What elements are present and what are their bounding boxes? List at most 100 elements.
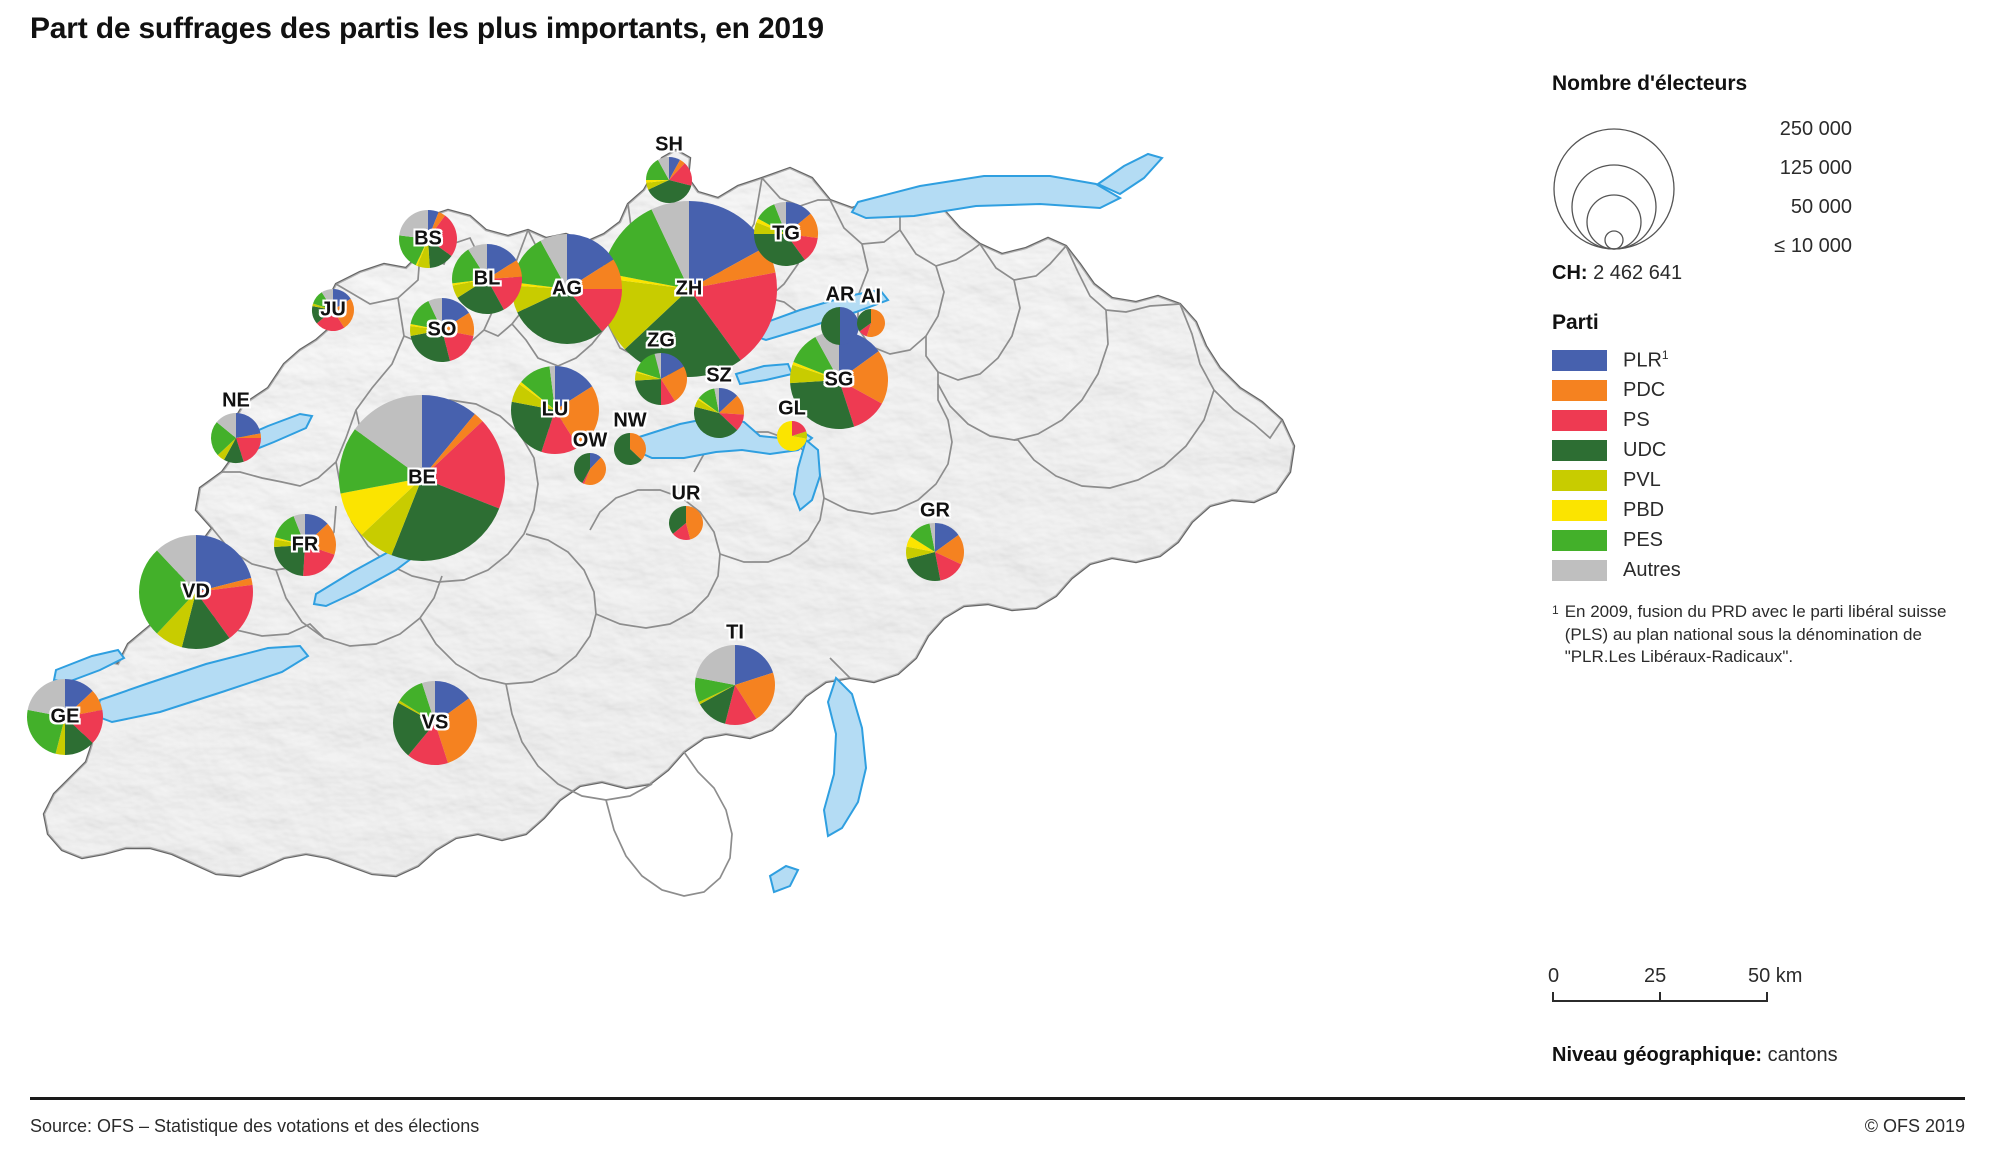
pie-slice-gl-pbd <box>777 421 807 451</box>
scale-bar-group: 0 25 50 km <box>1548 965 1852 1003</box>
pie-slice-ge-autres <box>27 679 65 717</box>
pie-chart-ne[interactable] <box>209 411 263 465</box>
pie-slice-gr-udc <box>906 552 941 581</box>
pie-slice-sg-pvl <box>790 364 839 384</box>
page-title: Part de suffrages des partis les plus im… <box>30 12 824 45</box>
pie-slice-so-autres <box>428 298 442 330</box>
pie-slice-ti-pvl <box>698 685 735 705</box>
pie-slice-vd-pvl <box>156 592 196 648</box>
pie-chart-ai[interactable] <box>855 307 887 339</box>
pie-chart-vd[interactable] <box>137 533 255 651</box>
pie-slice-be-pbd <box>340 478 422 535</box>
pie-chart-nw[interactable] <box>612 431 648 467</box>
pie-slice-sg-pbd <box>792 361 839 380</box>
pie-chart-sg[interactable] <box>788 329 890 431</box>
pie-slice-bl-ps <box>487 276 522 310</box>
pie-chart-zg[interactable] <box>633 351 689 407</box>
pie-slice-gr-pbd <box>906 536 935 552</box>
pie-slice-ur-ps <box>672 523 691 540</box>
pie-slice-ag-pvl <box>512 285 567 313</box>
pie-slice-zh-autres <box>651 201 689 289</box>
pie-chart-ow[interactable] <box>572 451 608 487</box>
pie-chart-sh[interactable] <box>644 155 694 205</box>
pie-slice-ge-pes <box>27 709 65 754</box>
source-text: Source: OFS – Statistique des votations … <box>30 1116 480 1136</box>
pie-slice-lu-pdc <box>555 386 599 448</box>
pie-slice-ge-ps <box>65 709 103 744</box>
pie-slice-so-pdc <box>442 312 474 336</box>
copyright-text: © OFS 2019 <box>1864 1116 1965 1136</box>
party-label-plr: PLR1 <box>1623 347 1669 372</box>
pie-slice-gr-pes <box>910 523 935 552</box>
pie-chart-gr[interactable] <box>904 521 966 583</box>
party-swatch-ps <box>1552 409 1607 431</box>
pie-chart-be[interactable] <box>337 393 507 563</box>
pie-chart-bs[interactable] <box>397 208 459 270</box>
party-legend-item-ps[interactable]: PS <box>1552 405 1972 435</box>
party-legend-item-pvl[interactable]: PVL <box>1552 465 1972 495</box>
pie-slice-ne-autres <box>216 413 236 438</box>
pie-slice-tg-pdc <box>786 213 818 239</box>
party-swatch-udc <box>1552 439 1607 461</box>
footnote-text: En 2009, fusion du PRD avec le parti lib… <box>1564 602 1947 667</box>
party-swatch-pbd <box>1552 499 1607 521</box>
pie-chart-ur[interactable] <box>667 504 705 542</box>
pie-slice-sz-udc <box>694 406 738 438</box>
pie-slice-sh-pes <box>646 159 669 180</box>
pie-chart-gl[interactable] <box>775 419 809 453</box>
pie-slice-ju-autres <box>321 289 333 310</box>
pie-slice-so-plr <box>442 298 470 330</box>
pie-slice-bs-pvl <box>417 239 430 268</box>
pie-chart-sz[interactable] <box>692 386 746 440</box>
party-legend-item-autres[interactable]: Autres <box>1552 555 1972 585</box>
lake-geneva <box>94 644 310 724</box>
pie-slice-bs-ps <box>428 215 457 257</box>
pie-slice-vs-pdc <box>435 698 477 763</box>
pie-slice-so-pes <box>410 301 442 330</box>
pie-chart-lu[interactable] <box>509 364 601 456</box>
voters-size-legend: 250 000 125 000 50 000 ≤ 10 000 <box>1552 106 1972 257</box>
pie-chart-ju[interactable] <box>310 287 356 333</box>
party-legend-item-plr[interactable]: PLR1 <box>1552 345 1972 375</box>
pie-slice-ow-ps <box>582 469 590 484</box>
pie-slice-vs-plr <box>435 681 469 723</box>
pie-slice-sg-plr <box>839 331 879 380</box>
pie-chart-ar[interactable] <box>819 305 861 347</box>
pie-slice-bl-plr <box>487 244 517 279</box>
pie-chart-ti[interactable] <box>693 643 777 727</box>
pie-slice-zh-pes <box>602 209 689 289</box>
pie-slice-lu-pbd <box>519 381 555 410</box>
pie-chart-ge[interactable] <box>25 677 105 757</box>
pie-slice-sh-autres <box>657 157 669 180</box>
pie-slice-zh-pbd <box>601 272 689 289</box>
pie-slice-ne-pdc <box>236 433 261 438</box>
pie-slice-bs-udc <box>428 239 452 268</box>
pie-slice-fr-pbd <box>274 537 305 545</box>
pie-slice-vd-pdc <box>196 577 253 592</box>
pie-slice-ne-plr <box>236 413 261 438</box>
pie-slice-gr-pvl <box>906 546 935 560</box>
pie-chart-so[interactable] <box>408 296 476 364</box>
pie-chart-ag[interactable] <box>510 232 624 346</box>
party-legend-item-pbd[interactable]: PBD <box>1552 495 1972 525</box>
pie-slice-zh-plr <box>689 201 767 289</box>
lake-maggiore-lugano <box>822 676 868 838</box>
pie-slice-bs-pbd <box>415 239 428 266</box>
pie-chart-bl[interactable] <box>450 242 524 316</box>
party-legend-item-pdc[interactable]: PDC <box>1552 375 1972 405</box>
footnote: 1 En 2009, fusion du PRD avec le parti l… <box>1552 601 1972 669</box>
pie-slice-so-ps <box>442 330 474 361</box>
pie-slice-be-plr <box>422 395 475 478</box>
party-label-ps: PS <box>1623 408 1650 431</box>
party-legend-item-pes[interactable]: PES <box>1552 525 1972 555</box>
pie-chart-tg[interactable] <box>752 200 820 268</box>
pie-slice-gr-plr <box>935 523 959 552</box>
pie-chart-fr[interactable] <box>272 512 338 578</box>
pie-slice-sz-autres <box>714 388 719 413</box>
pie-slice-bs-pes <box>399 235 428 266</box>
party-legend-item-udc[interactable]: UDC <box>1552 435 1972 465</box>
pie-slice-so-udc <box>410 330 450 362</box>
pie-slice-ti-udc <box>699 685 735 724</box>
pie-slice-ge-pvl <box>55 717 65 755</box>
pie-chart-vs[interactable] <box>391 679 479 767</box>
